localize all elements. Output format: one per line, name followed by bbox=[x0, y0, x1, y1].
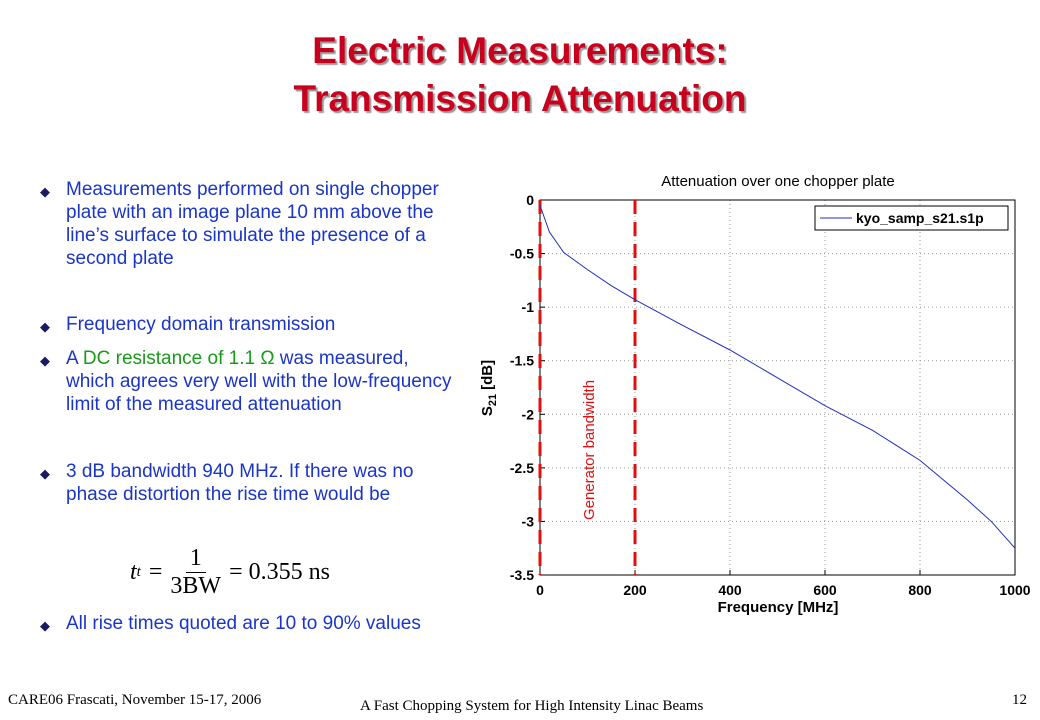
bullet-marker: ◆ bbox=[40, 319, 50, 334]
bullet: ◆ A DC resistance of 1.1 Ω was measured, … bbox=[40, 347, 460, 416]
y-label-unit: [dB] bbox=[479, 360, 496, 390]
x-tick-label: 600 bbox=[813, 582, 837, 598]
footer-left: CARE06 Frascati, November 15-17, 2006 bbox=[8, 692, 262, 708]
y-label-symbol: S bbox=[479, 406, 496, 416]
eq-fraction: 1 3BW bbox=[170, 545, 221, 600]
eq-result: = 0.355 ns bbox=[229, 559, 330, 585]
y-axis-label: S21 [dB] bbox=[479, 360, 499, 416]
bullet-segment: All rise times quoted are 10 to 90% valu… bbox=[66, 613, 421, 634]
x-tick-label: 0 bbox=[536, 582, 544, 598]
x-tick-label: 1000 bbox=[999, 582, 1030, 598]
eq-equals: = bbox=[148, 559, 163, 585]
slide-title: Transmission Attenuation bbox=[293, 78, 747, 119]
y-tick-label: -1.5 bbox=[510, 353, 534, 369]
bullet-marker: ◆ bbox=[40, 353, 50, 368]
bullet-text: Frequency domain transmission bbox=[66, 313, 335, 338]
bullet-text: 3 dB bandwidth 940 MHz. If there was no … bbox=[66, 460, 460, 506]
legend-label: kyo_samp_s21.s1p bbox=[856, 210, 984, 226]
y-tick-label: -2 bbox=[522, 406, 535, 422]
bullet-segment: DC resistance of 1.1 Ω bbox=[82, 348, 275, 369]
y-tick-label: -3.5 bbox=[510, 567, 534, 583]
bullet: ◆ Measurements performed on single choppe… bbox=[40, 178, 460, 270]
x-tick-label: 400 bbox=[718, 582, 742, 598]
x-tick-label: 200 bbox=[623, 582, 647, 598]
data-line bbox=[539, 205, 1016, 549]
bullet-marker: ◆ bbox=[40, 618, 50, 633]
y-tick-label: -3 bbox=[522, 513, 535, 529]
bullet-segment: was measured, which agrees very well wit… bbox=[66, 348, 452, 415]
y-label-subscript: 21 bbox=[487, 394, 499, 406]
bullet-marker: ◆ bbox=[40, 184, 50, 199]
bullet-segment: A bbox=[66, 348, 83, 369]
bullet: ◆ 3 dB bandwidth 940 MHz. If there was no… bbox=[40, 460, 460, 506]
bullet-segment: Measurements performed on single chopper… bbox=[66, 179, 439, 269]
bullet-segment: 3 dB bandwidth 940 MHz. If there was no … bbox=[66, 461, 414, 505]
x-tick-label: 800 bbox=[908, 582, 932, 598]
eq-numerator: 1 bbox=[185, 545, 206, 573]
annotation-text: Generator bandwidth bbox=[581, 380, 598, 520]
y-tick-label: -0.5 bbox=[510, 246, 534, 262]
y-tick-label: -2.5 bbox=[510, 460, 534, 476]
bullet-text: Measurements performed on single chopper… bbox=[66, 178, 460, 270]
bullet-marker: ◆ bbox=[40, 466, 50, 481]
eq-lhs-sub: t bbox=[136, 564, 141, 580]
footer-center: A Fast Chopping System for High Intensit… bbox=[360, 698, 704, 714]
plot-area bbox=[540, 200, 1015, 575]
bullet-text: A DC resistance of 1.1 Ω was measured, w… bbox=[66, 347, 460, 416]
slide-title: Electric Measurements: bbox=[312, 30, 728, 71]
y-tick-label: 0 bbox=[526, 192, 534, 208]
chart-title: Attenuation over one chopper plate bbox=[661, 173, 895, 190]
bullet: ◆ All rise times quoted are 10 to 90% val… bbox=[40, 612, 460, 637]
bullet-text: All rise times quoted are 10 to 90% valu… bbox=[66, 612, 421, 637]
eq-denominator: 3BW bbox=[170, 573, 222, 599]
y-tick-label: -1 bbox=[522, 299, 535, 315]
footer-right: 12 bbox=[1012, 692, 1027, 708]
bullet: ◆ Frequency domain transmission bbox=[40, 313, 460, 338]
x-axis-label: Frequency [MHz] bbox=[718, 599, 839, 616]
bullet-segment: Frequency domain transmission bbox=[66, 314, 336, 335]
eq-lhs: t bbox=[130, 559, 137, 585]
